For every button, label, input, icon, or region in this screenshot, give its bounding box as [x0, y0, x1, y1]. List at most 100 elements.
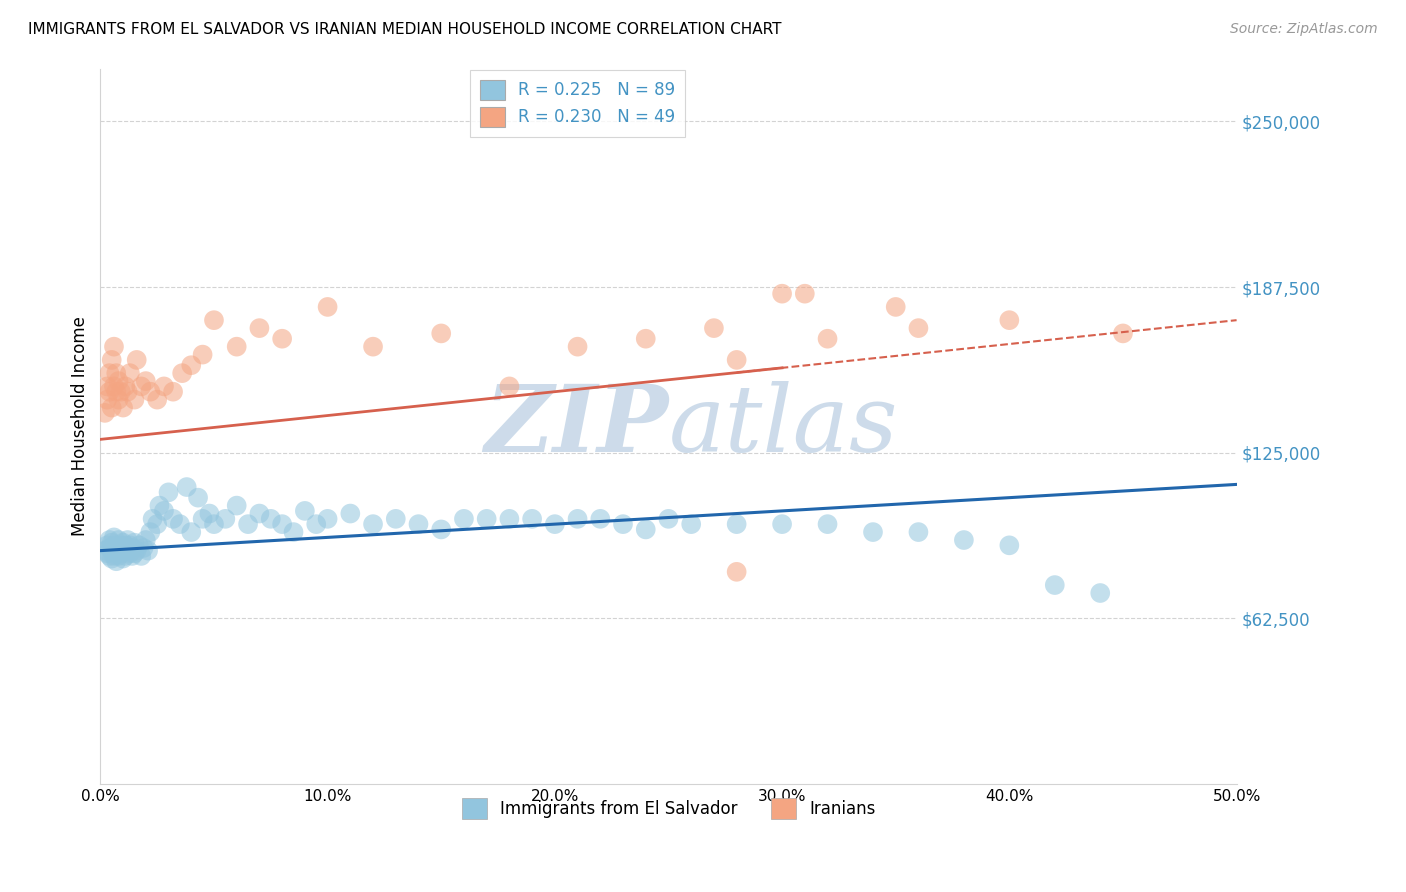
Point — [129, 549, 152, 563]
Point — [157, 485, 180, 500]
Point — [98, 533, 121, 547]
Point — [162, 384, 184, 399]
Point — [107, 549, 129, 563]
Point — [107, 543, 129, 558]
Point — [998, 313, 1021, 327]
Point — [110, 538, 132, 552]
Point — [770, 286, 793, 301]
Point — [125, 543, 148, 558]
Text: atlas: atlas — [668, 381, 898, 471]
Point — [567, 340, 589, 354]
Point — [180, 525, 202, 540]
Point — [100, 551, 122, 566]
Point — [498, 512, 520, 526]
Point — [107, 392, 129, 407]
Point — [124, 535, 146, 549]
Point — [107, 374, 129, 388]
Point — [953, 533, 976, 547]
Point — [118, 538, 141, 552]
Point — [162, 512, 184, 526]
Point — [132, 541, 155, 555]
Point — [225, 340, 247, 354]
Point — [110, 384, 132, 399]
Point — [118, 546, 141, 560]
Point — [430, 326, 453, 341]
Point — [103, 538, 125, 552]
Point — [153, 379, 176, 393]
Legend: Immigrants from El Salvador, Iranians: Immigrants from El Salvador, Iranians — [456, 792, 882, 825]
Point — [153, 504, 176, 518]
Point — [475, 512, 498, 526]
Point — [316, 300, 339, 314]
Point — [271, 332, 294, 346]
Point — [96, 546, 118, 560]
Point — [100, 535, 122, 549]
Text: Source: ZipAtlas.com: Source: ZipAtlas.com — [1230, 22, 1378, 37]
Point — [112, 551, 135, 566]
Point — [283, 525, 305, 540]
Point — [384, 512, 406, 526]
Point — [172, 366, 194, 380]
Point — [176, 480, 198, 494]
Point — [114, 549, 136, 563]
Point — [136, 543, 159, 558]
Point — [94, 406, 117, 420]
Point — [96, 392, 118, 407]
Point — [146, 392, 169, 407]
Point — [110, 546, 132, 560]
Point — [128, 538, 150, 552]
Point — [112, 535, 135, 549]
Point — [634, 332, 657, 346]
Point — [103, 530, 125, 544]
Point — [1043, 578, 1066, 592]
Point — [117, 543, 139, 558]
Point — [198, 507, 221, 521]
Point — [96, 379, 118, 393]
Point — [98, 549, 121, 563]
Point — [100, 352, 122, 367]
Point — [105, 541, 128, 555]
Point — [271, 517, 294, 532]
Point — [135, 533, 157, 547]
Point — [793, 286, 815, 301]
Point — [202, 517, 225, 532]
Point — [187, 491, 209, 505]
Point — [125, 352, 148, 367]
Point — [339, 507, 361, 521]
Point — [148, 499, 170, 513]
Point — [105, 366, 128, 380]
Point — [361, 340, 384, 354]
Point — [114, 379, 136, 393]
Point — [544, 517, 567, 532]
Point — [884, 300, 907, 314]
Point — [117, 533, 139, 547]
Point — [98, 541, 121, 555]
Point — [94, 543, 117, 558]
Point — [98, 384, 121, 399]
Point — [249, 321, 271, 335]
Point — [498, 379, 520, 393]
Point — [191, 348, 214, 362]
Point — [169, 517, 191, 532]
Point — [121, 549, 143, 563]
Point — [112, 543, 135, 558]
Point — [316, 512, 339, 526]
Point — [817, 517, 839, 532]
Point — [294, 504, 316, 518]
Point — [180, 358, 202, 372]
Point — [105, 554, 128, 568]
Point — [361, 517, 384, 532]
Point — [453, 512, 475, 526]
Point — [142, 512, 165, 526]
Point — [589, 512, 612, 526]
Point — [100, 543, 122, 558]
Point — [681, 517, 703, 532]
Point — [107, 533, 129, 547]
Point — [703, 321, 725, 335]
Point — [121, 541, 143, 555]
Point — [260, 512, 283, 526]
Point — [103, 340, 125, 354]
Text: IMMIGRANTS FROM EL SALVADOR VS IRANIAN MEDIAN HOUSEHOLD INCOME CORRELATION CHART: IMMIGRANTS FROM EL SALVADOR VS IRANIAN M… — [28, 22, 782, 37]
Point — [105, 384, 128, 399]
Point — [998, 538, 1021, 552]
